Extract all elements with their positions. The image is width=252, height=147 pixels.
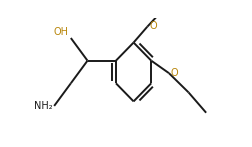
Text: O: O (170, 67, 178, 77)
Text: OH: OH (54, 27, 69, 37)
Text: O: O (149, 21, 156, 31)
Text: NH₂: NH₂ (34, 101, 52, 111)
